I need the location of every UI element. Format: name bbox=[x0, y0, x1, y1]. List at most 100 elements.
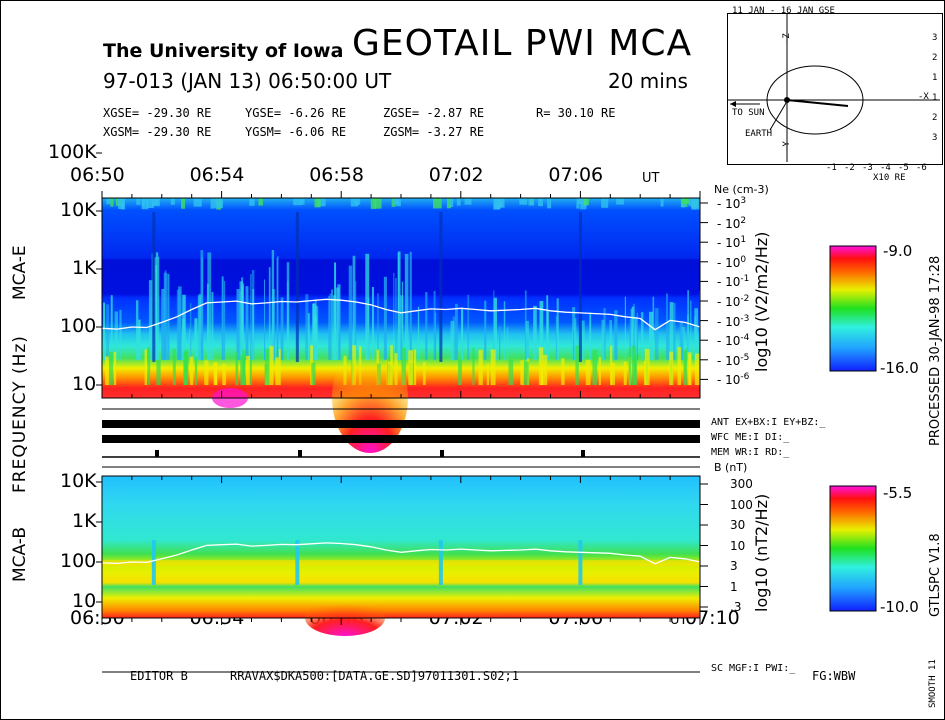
mca-e-lowfreq-streak bbox=[542, 354, 548, 385]
mca-e-emission-streak bbox=[236, 289, 240, 360]
mca-e-emission-streak bbox=[207, 252, 212, 360]
mca-e-emission-streak bbox=[328, 295, 331, 360]
mca-e-emission-streak bbox=[189, 328, 191, 360]
mca-e-lowfreq-streak bbox=[194, 356, 198, 385]
mca-e-emission-streak bbox=[640, 312, 644, 360]
page-title: GEOTAIL PWI MCA bbox=[352, 23, 693, 64]
footer-file: RRAVAX$DKA500:[DATA.GE.SD]97011301.S02;1 bbox=[230, 669, 519, 683]
orbit-x-tick: -1 bbox=[826, 163, 837, 173]
radius: R= 30.10 RE bbox=[536, 106, 616, 120]
mca-e-lowfreq-streak bbox=[523, 361, 529, 385]
mca-e-top-noise bbox=[258, 198, 264, 206]
mca-e-lowfreq-streak bbox=[688, 354, 691, 385]
mca-e-emission-streak bbox=[649, 311, 654, 360]
mca-e-top-noise bbox=[583, 198, 589, 205]
mca-e-lowfreq-streak bbox=[592, 349, 598, 385]
mca-e-lowfreq-streak bbox=[422, 361, 426, 385]
footer-editor: EDITOR B bbox=[130, 669, 188, 683]
mca-e-top-noise bbox=[141, 198, 145, 207]
mca-b-band bbox=[102, 560, 700, 566]
mca-e-top-noise bbox=[660, 198, 664, 207]
mca-e-emission-streak bbox=[630, 308, 633, 360]
gse-x: XGSE= -29.30 RE bbox=[103, 106, 212, 120]
mca-e-emission-streak bbox=[654, 307, 659, 360]
mca-e-lowfreq-streak bbox=[478, 349, 483, 385]
mca-e-lowfreq-streak bbox=[633, 354, 638, 385]
mca-e-top-noise bbox=[249, 198, 255, 206]
mca-e-emission-streak bbox=[525, 320, 529, 360]
mca-e-lowfreq-streak bbox=[677, 347, 682, 385]
orbit-ellipse bbox=[766, 65, 864, 135]
mca-e-emission-streak bbox=[572, 329, 575, 360]
mca-e-emission-streak bbox=[336, 287, 340, 360]
mca-e-top-noise bbox=[374, 198, 382, 209]
orbit-z-tick: 3 bbox=[932, 133, 938, 143]
mca-b-field-line bbox=[101, 542, 701, 565]
mca-e-emission-streak bbox=[614, 310, 618, 360]
ne-axis-title: Ne (cm-3) bbox=[714, 183, 769, 196]
mca-e-emission-streak bbox=[201, 257, 203, 360]
b-tick-label: 30 bbox=[730, 518, 746, 532]
mca-e-top-noise bbox=[391, 198, 396, 207]
mca-e-emission-streak bbox=[223, 281, 226, 360]
b-tick-label: 1 bbox=[730, 579, 738, 594]
orbit-z-tick: 1 bbox=[932, 93, 938, 103]
orbit-x-axis-label: -X bbox=[918, 92, 929, 102]
mca-e-emission-streak bbox=[694, 316, 696, 360]
mca-e-lowfreq-streak bbox=[147, 347, 151, 385]
mca-e-lowfreq-streak bbox=[694, 353, 700, 385]
orbit-x-unit: X10 RE bbox=[873, 173, 906, 183]
mca-e-lowfreq-streak bbox=[538, 347, 544, 385]
mca-b-spike bbox=[438, 540, 443, 585]
wfc-status-bar bbox=[102, 435, 700, 443]
mca-e-lowfreq-streak bbox=[520, 360, 524, 385]
mca-e-lowfreq-streak bbox=[585, 359, 591, 385]
mca-e-emission-streak bbox=[242, 283, 245, 360]
mca-e-lowfreq-streak bbox=[269, 345, 274, 385]
mca-e-top-noise bbox=[577, 198, 586, 205]
mca-e-lowfreq-streak bbox=[472, 347, 475, 385]
mca-e-top-noise bbox=[519, 198, 528, 205]
orbit-z-tick: 2 bbox=[932, 113, 938, 123]
e-colorbar-min: -16.0 bbox=[880, 359, 919, 377]
mca-b-y-tick-label: 100 bbox=[60, 550, 97, 572]
mca-e-top-noise bbox=[314, 198, 321, 208]
mca-b-spike bbox=[151, 540, 156, 585]
mca-e-emission-streak bbox=[633, 303, 635, 360]
ant-status-bar bbox=[102, 420, 700, 428]
mca-e-emission-streak bbox=[305, 294, 309, 360]
mca-e-lowfreq-streak bbox=[684, 348, 688, 385]
mca-e-top-noise bbox=[210, 198, 215, 209]
mca-e-emission-streak bbox=[493, 297, 497, 360]
mca-e-y-tick-label: 100 bbox=[60, 315, 97, 337]
time-label-top: 07:06 bbox=[548, 164, 604, 186]
mca-e-emission-streak bbox=[250, 274, 252, 360]
mca-e-top-noise bbox=[681, 198, 690, 205]
mca-e-emission-streak bbox=[103, 302, 106, 360]
mca-e-lowfreq-streak bbox=[183, 352, 188, 385]
mca-e-emission-streak bbox=[669, 302, 674, 360]
mca-e-emission-streak bbox=[135, 300, 139, 360]
b-tick-label: 3 bbox=[730, 559, 738, 573]
b-tick-label: 100 bbox=[730, 497, 753, 512]
mca-e-lowfreq-streak bbox=[105, 356, 110, 385]
gsm-x: XGSM= -29.30 RE bbox=[103, 125, 212, 139]
mca-e-y-tick-label: 1K bbox=[72, 257, 97, 279]
duration: 20 mins bbox=[608, 69, 688, 93]
mca-e-emission-streak bbox=[690, 300, 692, 360]
ne-tick-label: - 10-2 bbox=[717, 294, 750, 309]
mca-e-emission-streak bbox=[533, 305, 537, 360]
mca-e-emission-streak bbox=[263, 279, 265, 360]
mca-e-emission-streak bbox=[503, 301, 506, 360]
mca-e-lowfreq-streak bbox=[669, 351, 674, 385]
mca-e-lowfreq-streak bbox=[575, 345, 579, 385]
mca-e-top-noise bbox=[136, 198, 141, 205]
mca-e-emission-streak bbox=[189, 303, 192, 360]
mca-e-emission-streak bbox=[354, 281, 357, 360]
mca-e-lowfreq-streak bbox=[264, 348, 270, 385]
mca-e-lowfreq-streak bbox=[610, 362, 615, 385]
mca-e-top-noise bbox=[433, 198, 442, 209]
mca-e-emission-streak bbox=[268, 267, 271, 360]
mca-e-top-noise bbox=[300, 198, 305, 205]
